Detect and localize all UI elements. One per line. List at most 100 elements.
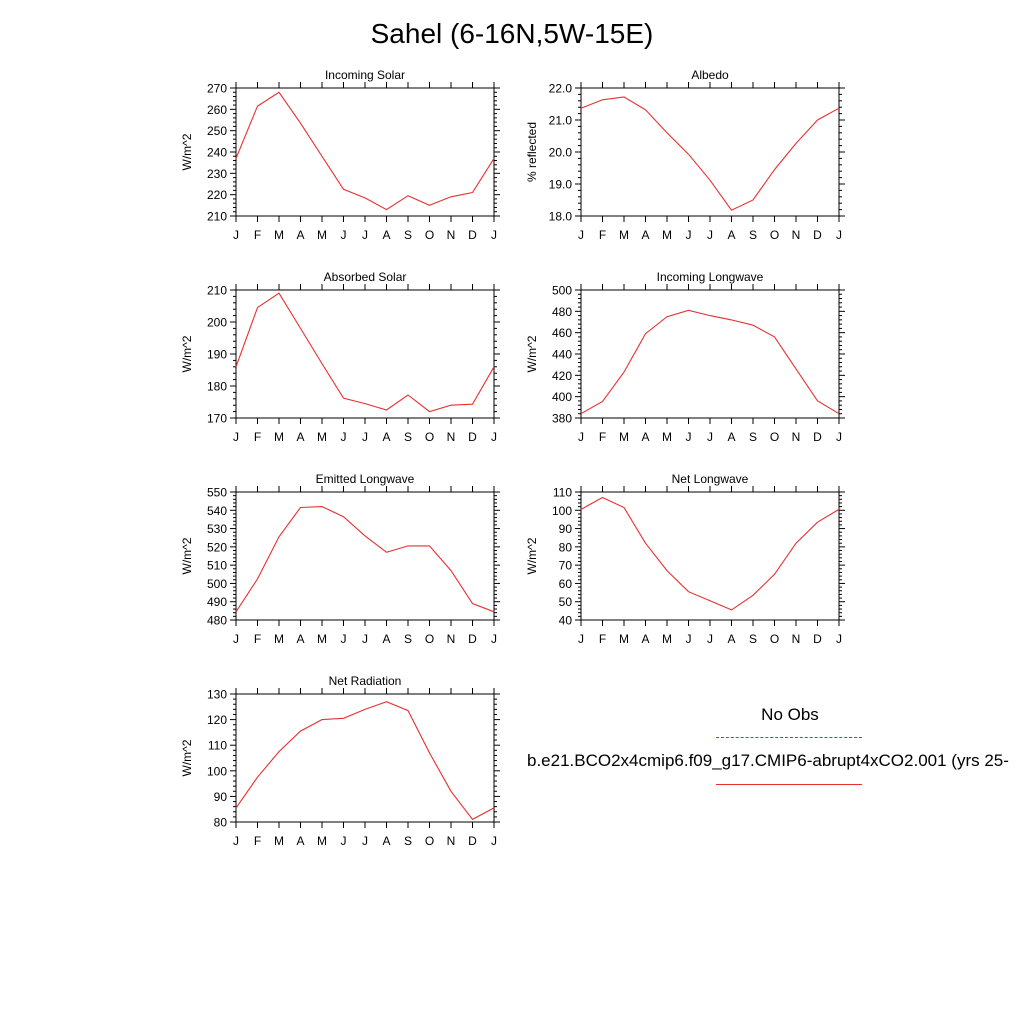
- y-tick-label: 22.0: [549, 82, 573, 96]
- x-tick-label: A: [382, 228, 390, 242]
- x-tick-label: M: [274, 430, 284, 444]
- x-tick-label: S: [404, 430, 412, 444]
- x-tick-label: M: [317, 834, 327, 848]
- x-tick-label: M: [662, 632, 672, 646]
- x-tick-label: O: [770, 430, 779, 444]
- y-tick-label: 400: [552, 390, 572, 404]
- y-tick-label: 90: [214, 790, 228, 804]
- series-line: [580, 96, 840, 211]
- x-tick-label: A: [727, 228, 735, 242]
- x-tick-label: J: [233, 430, 239, 444]
- x-tick-label: F: [254, 430, 261, 444]
- x-tick-label: S: [749, 632, 757, 646]
- x-tick-label: J: [341, 228, 347, 242]
- y-tick-label: 490: [207, 595, 227, 609]
- y-tick-label: 210: [207, 284, 227, 298]
- y-axis-label: W/m^2: [525, 537, 539, 574]
- x-tick-label: F: [254, 632, 261, 646]
- series-line: [235, 91, 495, 211]
- y-tick-label: 260: [207, 103, 227, 117]
- y-axis-label: W/m^2: [180, 739, 194, 776]
- chart-title: Absorbed Solar: [324, 270, 407, 284]
- x-tick-label: O: [770, 228, 779, 242]
- y-tick-label: 500: [207, 577, 227, 591]
- y-tick-label: 220: [207, 188, 227, 202]
- x-tick-label: N: [447, 632, 456, 646]
- series-line: [235, 506, 495, 613]
- y-tick-label: 130: [207, 688, 227, 702]
- plot-frame: [235, 87, 495, 217]
- y-tick-label: 380: [552, 412, 572, 426]
- x-tick-label: M: [317, 632, 327, 646]
- y-tick-label: 21.0: [549, 114, 573, 128]
- y-tick-label: 190: [207, 348, 227, 362]
- y-tick-label: 550: [207, 486, 227, 500]
- plot-frame: [580, 289, 840, 419]
- y-tick-label: 70: [559, 559, 573, 573]
- y-tick-label: 90: [559, 522, 573, 536]
- y-tick-label: 200: [207, 316, 227, 330]
- legend-series-label: b.e21.BCO2x4cmip6.f09_g17.CMIP6-abrupt4x…: [527, 751, 1009, 770]
- x-tick-label: J: [578, 430, 584, 444]
- legend-model-line: [716, 784, 862, 785]
- chart-4: Incoming Longwave W/m^2 380 400 420 440 460 480…: [525, 270, 845, 444]
- x-tick-label: M: [274, 632, 284, 646]
- y-tick-label: 480: [207, 614, 227, 628]
- x-tick-label: J: [362, 632, 368, 646]
- y-tick-label: 170: [207, 412, 227, 426]
- x-tick-label: J: [233, 228, 239, 242]
- y-tick-label: 270: [207, 82, 227, 96]
- y-tick-label: 80: [214, 816, 228, 830]
- plot-frame: [235, 693, 495, 823]
- series-line: [580, 496, 840, 611]
- x-tick-label: N: [447, 834, 456, 848]
- x-tick-label: N: [792, 632, 801, 646]
- chart-title: Net Longwave: [672, 472, 749, 486]
- y-tick-label: 100: [552, 504, 572, 518]
- x-tick-label: A: [641, 228, 649, 242]
- chart-1: Incoming Solar W/m^2 210 220 230 240 250 260 270…: [180, 68, 500, 242]
- legend-title: No Obs: [761, 705, 819, 724]
- x-tick-label: D: [468, 430, 477, 444]
- chart-title: Albedo: [691, 68, 729, 82]
- x-tick-label: O: [425, 834, 434, 848]
- x-tick-label: J: [362, 834, 368, 848]
- x-tick-label: J: [578, 228, 584, 242]
- x-tick-label: F: [254, 834, 261, 848]
- x-tick-label: F: [599, 430, 606, 444]
- y-tick-label: 100: [207, 764, 227, 778]
- x-tick-label: N: [792, 430, 801, 444]
- x-tick-label: J: [233, 834, 239, 848]
- x-tick-label: J: [233, 632, 239, 646]
- y-tick-label: 500: [552, 284, 572, 298]
- x-tick-label: A: [382, 430, 390, 444]
- x-tick-label: D: [468, 228, 477, 242]
- y-tick-label: 18.0: [549, 210, 573, 224]
- y-tick-label: 210: [207, 210, 227, 224]
- x-tick-label: O: [770, 632, 779, 646]
- y-tick-label: 250: [207, 124, 227, 138]
- plot-frame: [235, 289, 495, 419]
- x-tick-label: S: [749, 228, 757, 242]
- x-tick-label: O: [425, 430, 434, 444]
- x-tick-label: M: [317, 228, 327, 242]
- x-tick-label: M: [274, 834, 284, 848]
- x-tick-label: S: [404, 228, 412, 242]
- x-tick-label: M: [274, 228, 284, 242]
- x-tick-label: J: [686, 430, 692, 444]
- x-tick-label: J: [491, 632, 497, 646]
- page-title: Sahel (6-16N,5W-15E): [370, 18, 654, 49]
- x-tick-label: D: [813, 632, 822, 646]
- x-tick-label: F: [599, 228, 606, 242]
- x-tick-label: J: [686, 632, 692, 646]
- x-tick-label: J: [836, 632, 842, 646]
- x-tick-label: M: [317, 430, 327, 444]
- x-tick-label: M: [619, 430, 629, 444]
- series-line: [580, 309, 840, 415]
- x-tick-label: D: [813, 430, 822, 444]
- x-tick-label: F: [599, 632, 606, 646]
